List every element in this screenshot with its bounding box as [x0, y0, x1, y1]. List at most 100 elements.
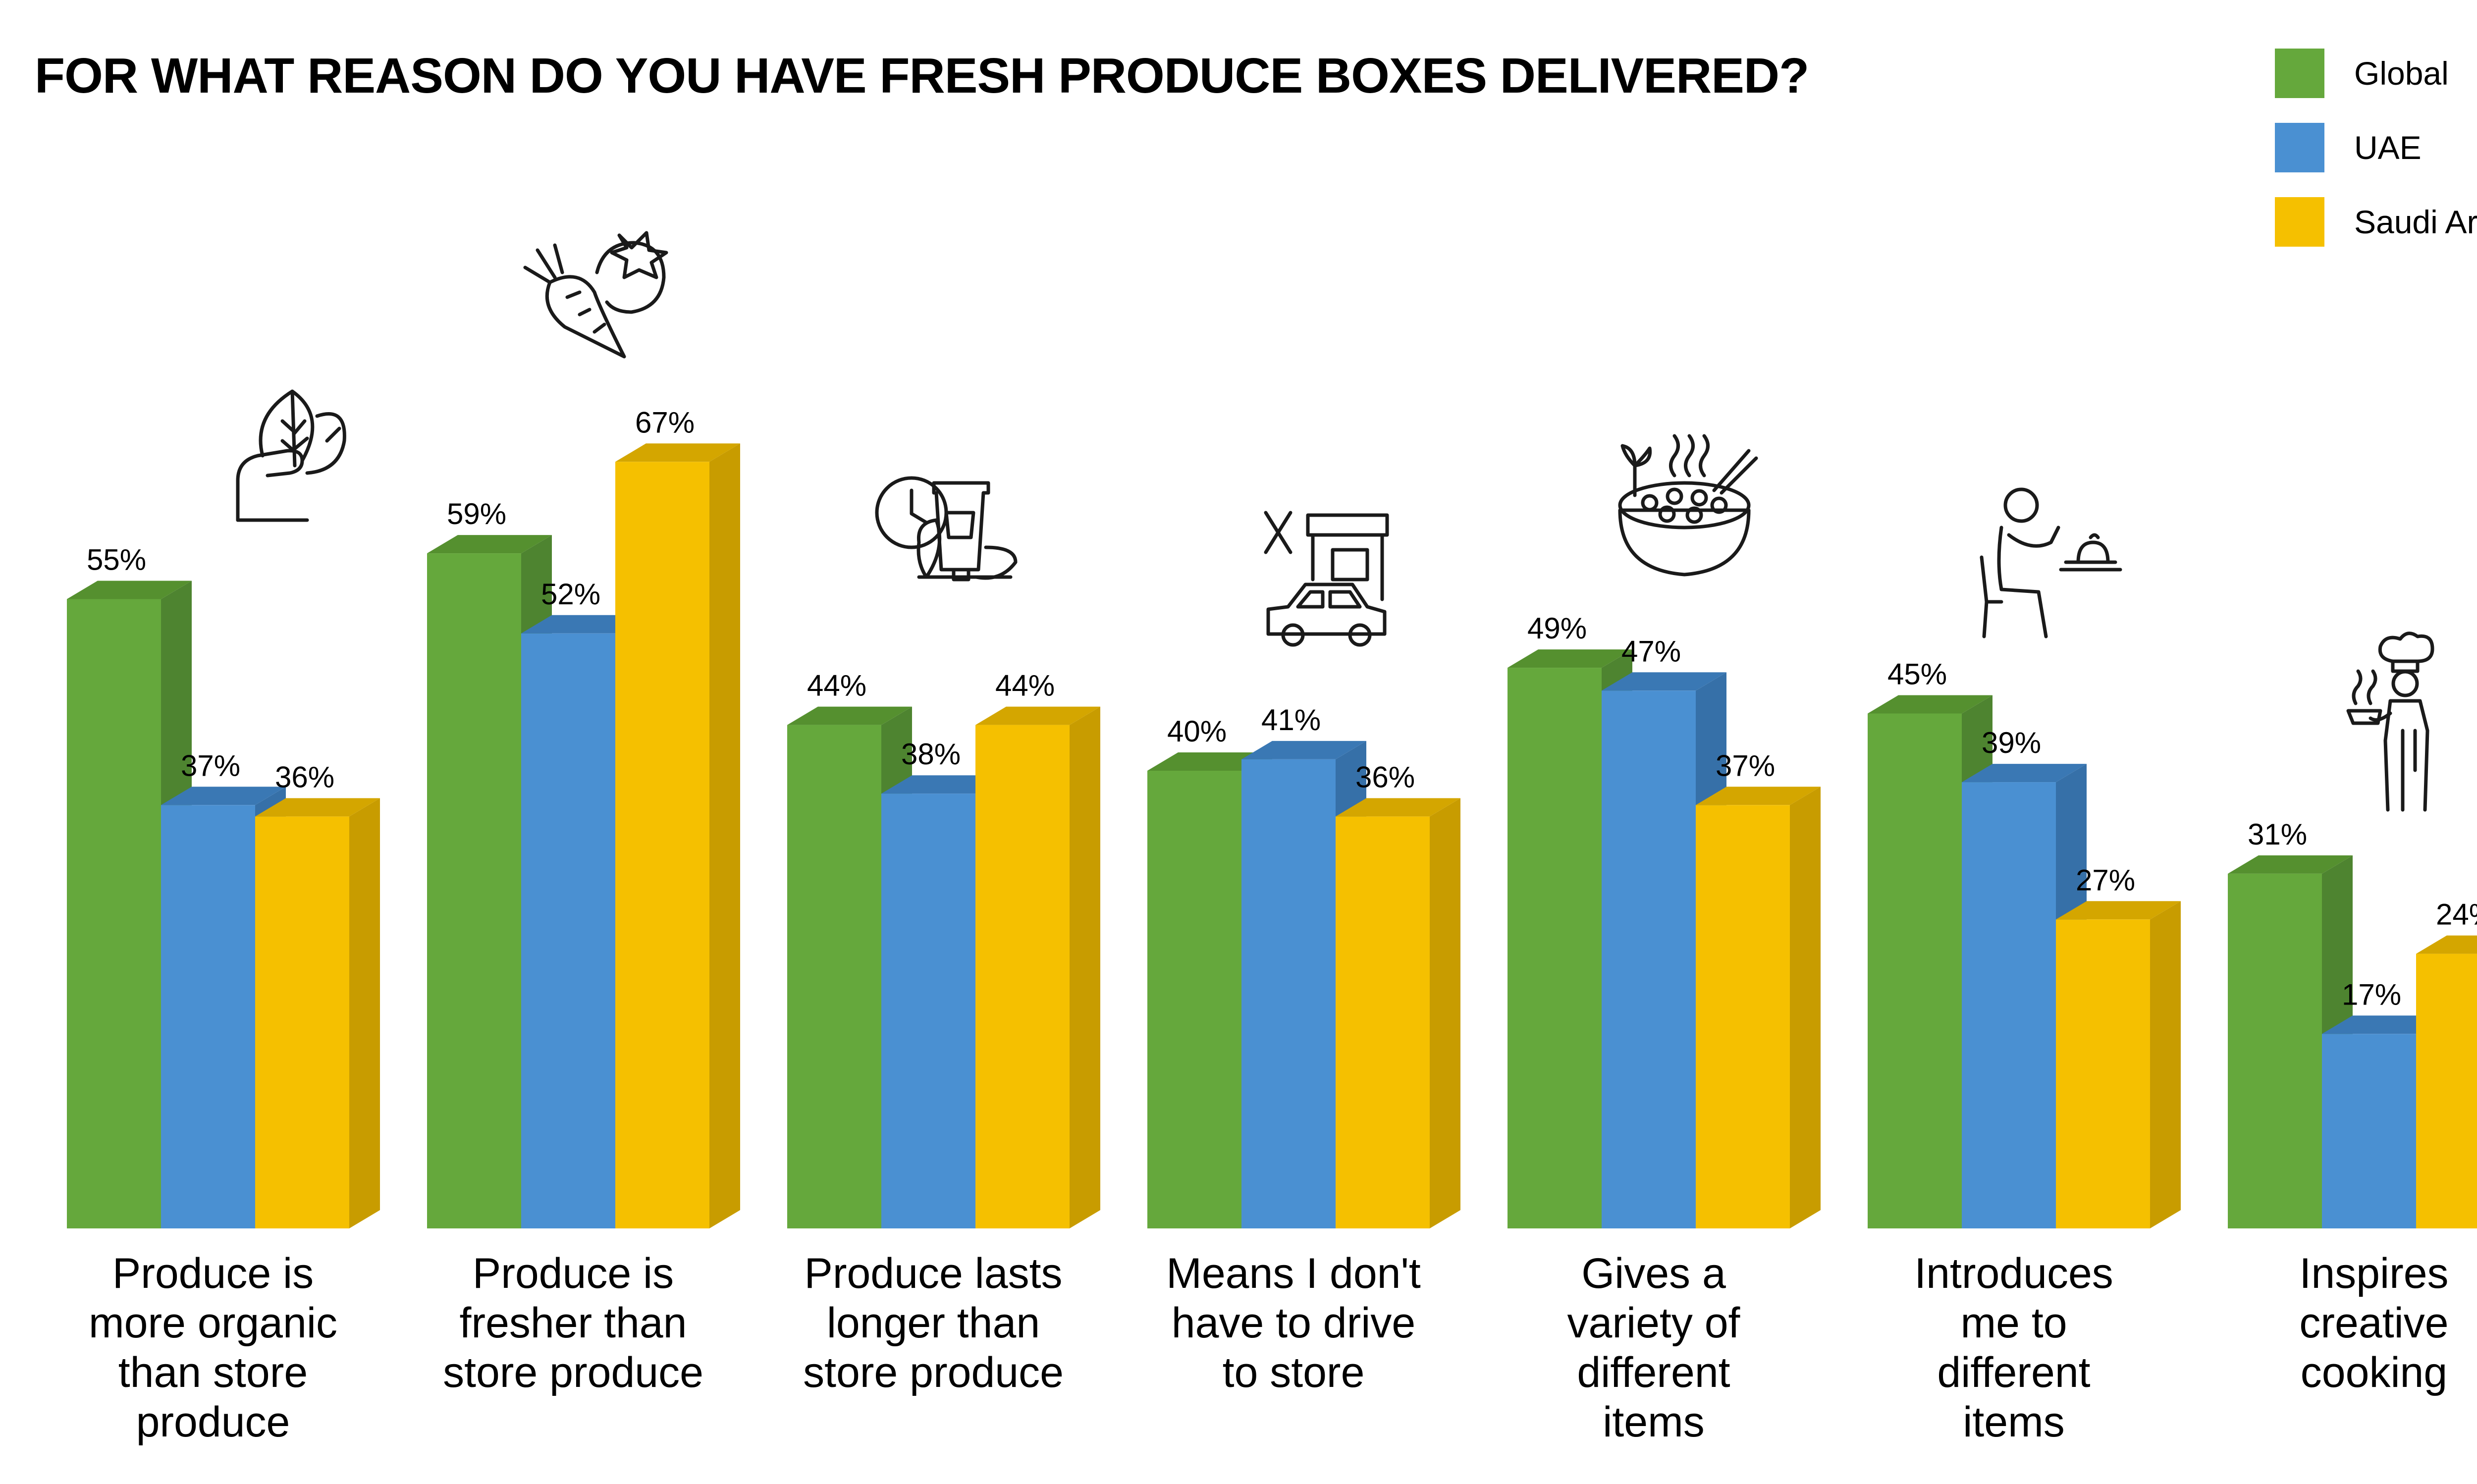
category-label-line: cooking: [2301, 1349, 2447, 1396]
bar-side: [1070, 706, 1100, 1228]
person-dining-icon: [1980, 487, 2122, 638]
value-label: 17%: [2342, 978, 2401, 1011]
bar-side: [1790, 787, 1821, 1228]
category-label: Introduces me to different items: [1914, 1250, 2113, 1446]
bar-top: [1696, 787, 1821, 805]
bar-top: [255, 798, 380, 817]
bar-top: [975, 706, 1100, 725]
bar-front: [2322, 1034, 2416, 1228]
value-label: 47%: [1621, 635, 1681, 668]
category-label-line: produce: [136, 1398, 290, 1446]
bar-front: [1241, 759, 1336, 1228]
legend: Global UAE Saudi Arabia: [2275, 44, 2477, 266]
bar-saudi-arabia-1: [615, 443, 740, 1228]
category-label-line: to store: [1223, 1349, 1365, 1396]
category-label: Gives a variety of different items: [1567, 1250, 1741, 1446]
value-label: 36%: [275, 760, 334, 794]
bar-front: [67, 599, 161, 1228]
value-label: 59%: [447, 497, 506, 530]
value-label: 41%: [1261, 703, 1321, 737]
category-label-line: have to drive: [1172, 1299, 1415, 1347]
bar-front: [2228, 873, 2322, 1228]
category-label-line: Introduces: [1914, 1250, 2113, 1297]
bar-top: [521, 615, 646, 634]
bar-top: [787, 706, 912, 725]
value-labels-layer: 55% 37% 36% 59% 52% 67% 44% 38% 44% 40% 41% 36% 49% 4…: [87, 406, 2477, 1011]
category-label: Means I don't have to drive to store: [1166, 1250, 1421, 1396]
bar-saudi-arabia-0: [255, 798, 380, 1228]
value-label: 44%: [807, 669, 866, 702]
bar-front: [161, 805, 255, 1228]
value-label: 38%: [901, 738, 961, 771]
value-label: 39%: [1982, 726, 2041, 759]
bar-front: [427, 553, 521, 1228]
value-label: 40%: [1167, 715, 1227, 748]
bar-side: [709, 443, 740, 1228]
bar-saudi-arabia-5: [2056, 901, 2181, 1228]
bar-front: [1147, 771, 1241, 1228]
category-label-line: store produce: [443, 1349, 703, 1396]
bar-top: [1147, 752, 1272, 771]
bar-saudi-arabia-2: [975, 706, 1100, 1228]
bar-saudi-arabia-3: [1336, 798, 1460, 1228]
bar-top: [2322, 1015, 2447, 1034]
category-label-line: Inspires: [2299, 1250, 2448, 1297]
bar-front: [1336, 816, 1430, 1228]
bar-global-6: [2228, 855, 2353, 1228]
bar-top: [1336, 798, 1460, 817]
category-label-line: more organic: [89, 1299, 337, 1347]
legend-item-saudi-arabia: Saudi Arabia: [2275, 192, 2477, 266]
bar-global-0: [67, 581, 192, 1228]
bar-saudi-arabia-6: [2416, 935, 2477, 1228]
clock-lotion-icon: [875, 476, 1018, 582]
bar-front: [1696, 805, 1790, 1228]
vegetables-icon: [523, 231, 668, 359]
bar-top: [1241, 741, 1366, 759]
bar-front: [615, 462, 709, 1228]
bar-top: [2416, 935, 2477, 954]
bars-layer: [67, 443, 2477, 1228]
bar-top: [615, 443, 740, 462]
bar-top: [2056, 901, 2181, 920]
legend-item-global: Global: [2275, 44, 2477, 118]
legend-item-uae: UAE: [2275, 118, 2477, 192]
bar-front: [975, 725, 1070, 1228]
food-bowl-icon: [1618, 434, 1758, 577]
category-label-line: items: [1963, 1398, 2064, 1446]
bar-top: [1602, 672, 1726, 691]
category-label-line: Gives a: [1581, 1250, 1726, 1297]
bar-saudi-arabia-4: [1696, 787, 1821, 1228]
bar-top: [881, 775, 1006, 794]
value-label: 37%: [181, 749, 240, 782]
value-label: 55%: [87, 543, 146, 577]
chart-title: FOR WHAT REASON DO YOU HAVE FRESH PRODUC…: [35, 48, 1809, 104]
category-label-line: Produce is: [112, 1250, 314, 1297]
value-label: 27%: [2076, 863, 2135, 897]
legend-swatch-global: [2275, 49, 2324, 98]
bar-front: [1868, 713, 1962, 1228]
bar-top: [1508, 649, 1632, 668]
category-label: Produce is more organic than store produce: [89, 1250, 337, 1446]
category-label-line: different: [1937, 1349, 2090, 1396]
car-store-icon: [1264, 511, 1389, 647]
chef-icon: [2346, 632, 2434, 812]
legend-label-uae: UAE: [2354, 129, 2422, 166]
bar-side: [349, 798, 380, 1228]
bar-top: [1962, 764, 2087, 783]
value-label: 31%: [2248, 818, 2307, 851]
bar-front: [881, 794, 975, 1228]
value-label: 45%: [1887, 658, 1947, 691]
legend-swatch-uae: [2275, 123, 2324, 172]
category-label: Inspires creative cooking: [2299, 1250, 2448, 1396]
bar-top: [161, 787, 286, 805]
category-label-line: than store: [118, 1349, 308, 1396]
bar-front: [1602, 690, 1696, 1228]
category-label-line: me to: [1960, 1299, 2067, 1347]
bar-side: [1430, 798, 1460, 1228]
hand-leaf-icon: [236, 389, 346, 522]
legend-label-global: Global: [2354, 55, 2449, 92]
bar-front: [255, 816, 349, 1228]
bar-top: [1868, 695, 1992, 714]
bar-top: [67, 581, 192, 599]
